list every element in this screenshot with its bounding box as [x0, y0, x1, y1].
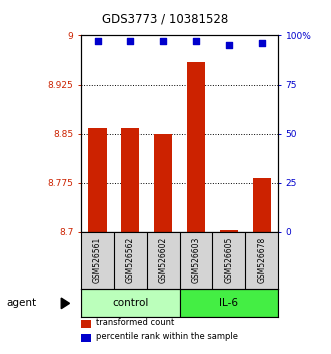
- Point: [193, 39, 199, 44]
- Text: GSM526602: GSM526602: [159, 237, 168, 283]
- Polygon shape: [61, 298, 70, 309]
- Bar: [187, 62, 205, 232]
- Bar: [220, 230, 238, 232]
- Text: GSM526562: GSM526562: [126, 237, 135, 283]
- Text: GSM526605: GSM526605: [224, 237, 233, 284]
- Point: [95, 39, 100, 44]
- Text: GSM526603: GSM526603: [191, 237, 201, 284]
- Text: GSM526678: GSM526678: [257, 237, 266, 283]
- Text: control: control: [112, 298, 149, 308]
- Bar: [81, 289, 179, 317]
- Text: agent: agent: [7, 298, 37, 308]
- Bar: [121, 129, 139, 232]
- Text: GSM526561: GSM526561: [93, 237, 102, 283]
- Text: percentile rank within the sample: percentile rank within the sample: [96, 332, 238, 341]
- Point: [259, 40, 264, 46]
- Text: GDS3773 / 10381528: GDS3773 / 10381528: [102, 12, 229, 25]
- Point: [226, 42, 231, 48]
- Text: IL-6: IL-6: [219, 298, 238, 308]
- Bar: [154, 133, 172, 232]
- Bar: [179, 289, 278, 317]
- Bar: [88, 129, 107, 232]
- Point: [161, 39, 166, 44]
- Text: transformed count: transformed count: [96, 318, 174, 327]
- Point: [128, 39, 133, 44]
- Bar: [253, 177, 271, 232]
